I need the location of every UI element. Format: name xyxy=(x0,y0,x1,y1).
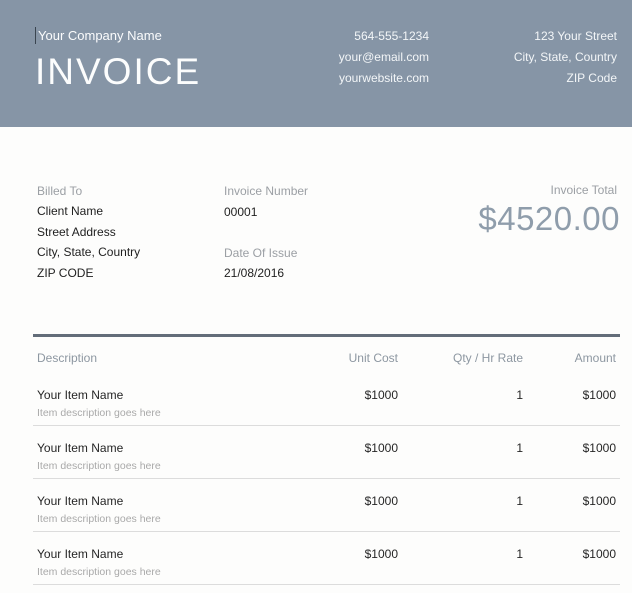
table-header-row: Description Unit Cost Qty / Hr Rate Amou… xyxy=(33,351,620,365)
table-row: Your Item Name Item description goes her… xyxy=(33,373,620,426)
item-name: Your Item Name xyxy=(37,494,124,508)
table-row: Your Item Name Item description goes her… xyxy=(33,426,620,479)
client-street-address: Street Address xyxy=(37,225,116,239)
company-name-field[interactable]: Your Company Name xyxy=(38,28,162,43)
item-amount: $1000 xyxy=(582,494,616,508)
item-amount: $1000 xyxy=(582,388,616,402)
company-city: City, State, Country xyxy=(513,50,617,64)
item-description: Item description goes here xyxy=(37,513,161,525)
invoice-header: Your Company Name INVOICE 564-555-1234 y… xyxy=(0,0,632,127)
item-name: Your Item Name xyxy=(37,441,124,455)
item-amount: $1000 xyxy=(582,547,616,561)
header-address-block: 123 Your Street City, State, Country ZIP… xyxy=(514,26,617,89)
invoice-rows: Your Item Name Item description goes her… xyxy=(33,373,620,585)
item-qty-hr-rate: 1 xyxy=(516,547,523,561)
invoice-title: INVOICE xyxy=(35,51,202,92)
invoice-total-value: $4520.00 xyxy=(478,200,620,237)
company-website: yourwebsite.com xyxy=(338,71,429,85)
date-of-issue-label: Date Of Issue xyxy=(224,246,298,260)
company-phone: 564-555-1234 xyxy=(354,29,429,43)
table-row: Your Item Name Item description goes her… xyxy=(33,479,620,532)
item-unit-cost: $1000 xyxy=(364,388,398,402)
table-top-divider xyxy=(33,334,620,337)
header-contact-block: 564-555-1234 your@email.com yourwebsite.… xyxy=(339,26,429,89)
item-qty-hr-rate: 1 xyxy=(516,441,523,455)
column-header-unit-cost: Unit Cost xyxy=(348,351,398,365)
item-amount: $1000 xyxy=(582,441,616,455)
item-name: Your Item Name xyxy=(37,547,124,561)
column-header-amount: Amount xyxy=(574,351,616,365)
item-unit-cost: $1000 xyxy=(364,441,398,455)
invoice-total-label: Invoice Total xyxy=(550,183,618,197)
table-row: Your Item Name Item description goes her… xyxy=(33,532,620,585)
item-qty-hr-rate: 1 xyxy=(516,388,523,402)
client-city: City, State, Country xyxy=(37,245,141,259)
item-description: Item description goes here xyxy=(37,460,161,472)
date-of-issue-value: 21/08/2016 xyxy=(224,266,285,280)
client-name: Client Name xyxy=(37,204,104,218)
company-street: 123 Your Street xyxy=(534,29,617,43)
item-unit-cost: $1000 xyxy=(364,547,398,561)
invoice-number-value: 00001 xyxy=(224,205,258,219)
item-description: Item description goes here xyxy=(37,566,161,578)
company-email: your@email.com xyxy=(338,50,429,64)
column-header-qty-hr-rate: Qty / Hr Rate xyxy=(452,351,523,365)
text-cursor-icon xyxy=(35,27,36,44)
column-header-description: Description xyxy=(37,351,98,365)
item-unit-cost: $1000 xyxy=(364,494,398,508)
company-zip: ZIP Code xyxy=(566,71,617,85)
item-qty-hr-rate: 1 xyxy=(516,494,523,508)
invoice-number-label: Invoice Number xyxy=(224,184,309,198)
item-description: Item description goes here xyxy=(37,407,161,419)
item-name: Your Item Name xyxy=(37,388,124,402)
billed-to-label: Billed To xyxy=(37,184,83,198)
client-zip-code: ZIP CODE xyxy=(37,266,94,280)
